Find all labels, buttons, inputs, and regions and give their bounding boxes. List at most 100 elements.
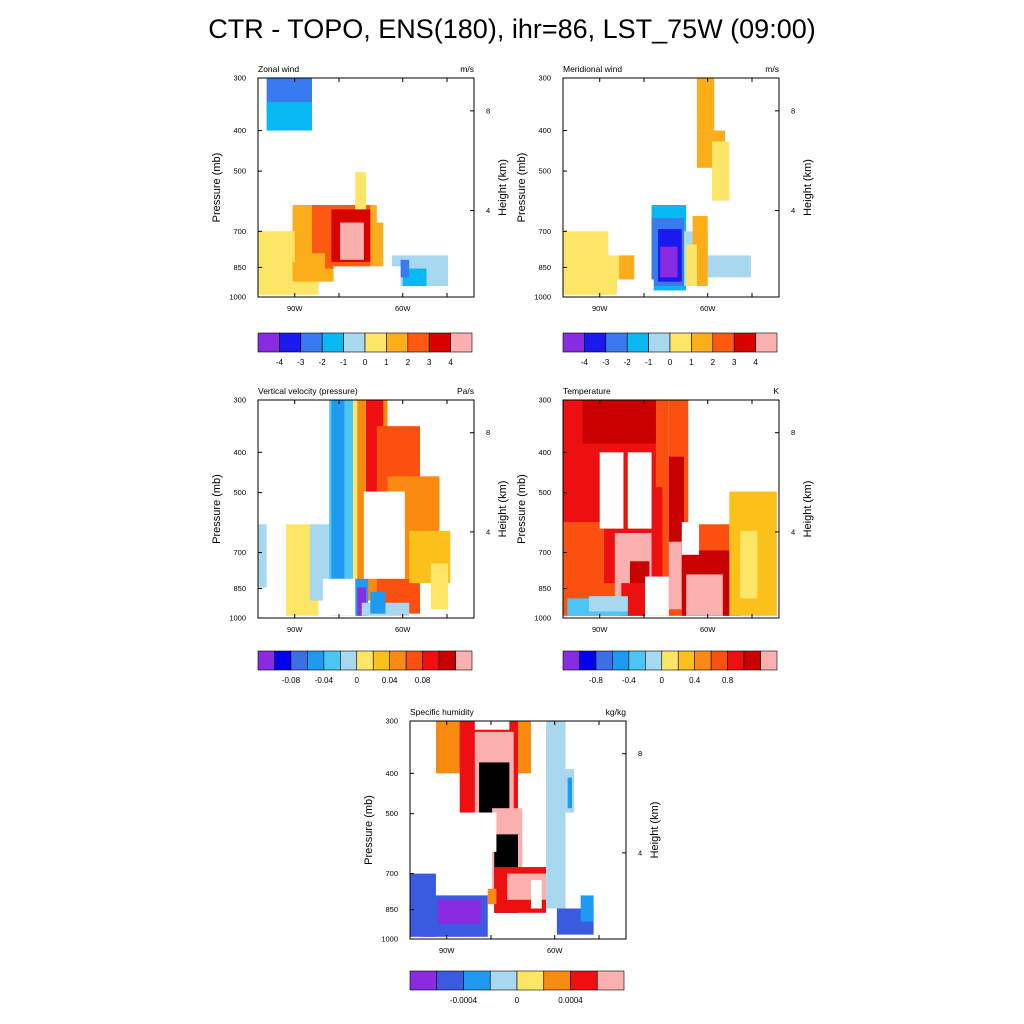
panel-title: Temperature: [563, 386, 611, 396]
field-region-15: [370, 591, 386, 614]
colorbar-swatch: [257, 332, 280, 353]
x-tick-label: 90W: [592, 625, 608, 634]
colorbar-label: 0: [515, 996, 520, 1005]
colorbar-swatch: [543, 970, 571, 991]
field-region-8: [619, 255, 635, 280]
field-region-11: [705, 255, 751, 278]
y-tick-label: 1000: [229, 293, 246, 302]
plot-frame: [562, 77, 780, 298]
missing-region-2: [363, 491, 405, 579]
colorbar-label: -0.08: [282, 676, 301, 685]
colorbar-swatch: [562, 650, 580, 671]
colorbar-swatch: [463, 970, 491, 991]
missing-region-2: [333, 266, 401, 295]
panel-title: Specific humidity: [410, 707, 475, 717]
colorbar-swatch: [628, 650, 646, 671]
y-axis-label: Pressure (mb): [516, 153, 528, 223]
colorbar-swatch: [648, 332, 671, 353]
x-tick-label: 90W: [592, 304, 608, 313]
colorbar-label: -2: [624, 358, 632, 367]
colorbar-swatch: [669, 332, 692, 353]
colorbar-swatch: [743, 650, 761, 671]
colorbar-label: -4: [276, 358, 284, 367]
colorbar-swatch: [712, 332, 735, 353]
y-tick-label: 700: [538, 227, 551, 236]
colorbar-label: 1: [384, 358, 389, 367]
panel-units: Pa/s: [457, 386, 474, 396]
y-tick-label: 500: [385, 809, 398, 818]
colorbar-swatch: [323, 650, 341, 671]
colorbar-label: -0.8: [589, 676, 603, 685]
colorbar-swatch: [710, 650, 728, 671]
y-axis-label: Pressure (mb): [363, 795, 375, 865]
panel-units: m/s: [765, 64, 779, 74]
colorbar-label: -3: [602, 358, 610, 367]
colorbar-label: -0.4: [622, 676, 636, 685]
field-region-16: [686, 244, 697, 287]
colorbar-swatch: [733, 332, 756, 353]
colorbar-swatch: [407, 332, 430, 353]
field-region-3: [582, 400, 656, 444]
panel-units: m/s: [460, 64, 474, 74]
y-tick-label: 300: [233, 396, 246, 405]
colorbar-swatch: [356, 650, 374, 671]
colorbar-swatch: [562, 332, 585, 353]
colorbar-swatch: [455, 650, 473, 671]
field-region-15: [740, 530, 758, 599]
y-tick-label: 700: [233, 227, 246, 236]
colorbar-swatch: [257, 650, 275, 671]
colorbar-swatch: [405, 650, 423, 671]
colorbar-label: 2: [711, 358, 716, 367]
colorbar-swatch: [605, 332, 628, 353]
field-region-14: [438, 899, 482, 924]
panel-title: Vertical velocity (pressure): [258, 386, 358, 396]
y-tick-label: 400: [538, 448, 551, 457]
field-region-17: [487, 888, 497, 905]
colorbar-swatch: [645, 650, 663, 671]
missing-region-1: [599, 452, 624, 529]
colorbar-swatch: [516, 970, 545, 991]
colorbar-label: -3: [297, 358, 305, 367]
colorbar-swatch: [364, 332, 387, 353]
y-tick-label: 1000: [381, 935, 398, 944]
x-tick-label: 60W: [395, 304, 411, 313]
missing-region-4: [645, 576, 669, 616]
y-axis-label: Pressure (mb): [516, 474, 528, 544]
colorbar-label: 1: [689, 358, 694, 367]
colorbar-swatch: [409, 970, 438, 991]
missing-region-3: [530, 880, 542, 909]
y-tick-label: 400: [385, 769, 398, 778]
y-tick-label: 850: [233, 263, 246, 272]
missing-region-2: [617, 279, 654, 295]
panel-units: kg/kg: [606, 707, 627, 717]
missing-region-1: [368, 78, 392, 138]
colorbar-label: -1: [340, 358, 348, 367]
colorbar-swatch: [343, 332, 366, 353]
missing-region-1: [651, 78, 697, 192]
y-tick-label: 1000: [534, 614, 551, 623]
panel-2: Meridional wind m/s 300 400 500 700 850 1000 8 4 9…: [516, 64, 814, 367]
colorbar-swatch: [321, 332, 344, 353]
x-tick-label: 60W: [547, 946, 563, 955]
y-tick-label: 500: [538, 167, 551, 176]
field-region-5: [712, 141, 730, 201]
y2-tick-label: 8: [791, 428, 795, 437]
y-tick-label: 850: [538, 263, 551, 272]
colorbar-swatch: [489, 970, 518, 991]
colorbar-swatch: [386, 332, 409, 353]
y2-tick-label: 4: [486, 527, 490, 536]
colorbar-swatch: [438, 650, 456, 671]
panel-3: Vertical velocity (pressure) Pa/s 300 400 50…: [211, 386, 509, 685]
y-tick-label: 300: [233, 74, 246, 83]
colorbar-swatch: [340, 650, 358, 671]
y-tick-label: 500: [538, 488, 551, 497]
colorbar-label: 0: [668, 358, 673, 367]
colorbar-swatch: [290, 650, 308, 671]
colorbar-label: -0.0004: [450, 996, 478, 1005]
field-region-5: [331, 400, 345, 616]
field-region-14: [660, 246, 678, 278]
colorbar-swatch: [584, 332, 607, 353]
missing-region-2: [472, 812, 497, 852]
y-tick-label: 1000: [229, 614, 246, 623]
colorbar-label: 0.8: [722, 676, 734, 685]
